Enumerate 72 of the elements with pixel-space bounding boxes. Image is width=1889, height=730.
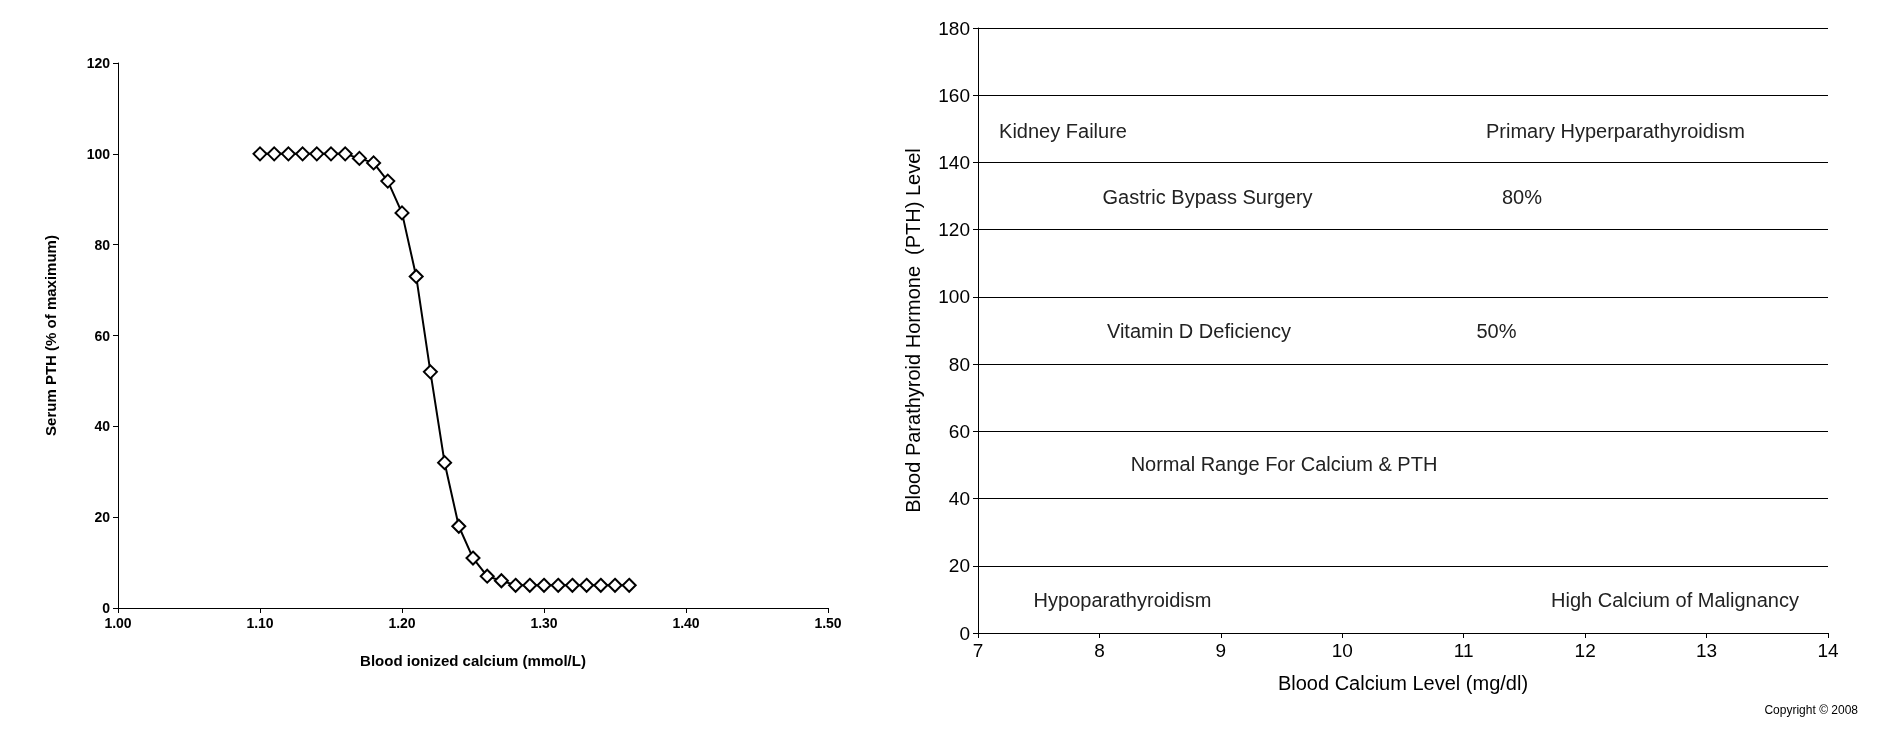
point — [280, 146, 296, 162]
point — [522, 577, 538, 593]
x-tick-label: 8 — [1094, 640, 1105, 661]
x-tick-label: 13 — [1696, 640, 1718, 661]
annotation: 50% — [1476, 319, 1517, 342]
y-tick-label: 40 — [948, 488, 970, 510]
y-tick-label: 60 — [94, 327, 111, 344]
y-axis-title: Blood Parathyroid Hormone (PTH) Level — [902, 148, 924, 513]
point — [337, 146, 353, 162]
x-tick-label: 7 — [972, 640, 984, 661]
point — [451, 518, 467, 534]
annotation: High Calcium of Malignancy — [1551, 588, 1799, 611]
x-tick-label: 14 — [1817, 640, 1839, 661]
point — [380, 173, 396, 189]
annotation: Vitamin D Deficiency — [1106, 319, 1292, 342]
point — [593, 577, 609, 593]
y-tick-label: 20 — [94, 509, 111, 526]
x-tick-label: 1.30 — [530, 615, 558, 631]
point — [437, 455, 453, 471]
y-tick-label: 40 — [94, 418, 111, 435]
y-tick-label: 180 — [938, 17, 970, 39]
point — [579, 577, 595, 593]
text: Copyright © 2008 — [1764, 703, 1859, 717]
point — [295, 146, 311, 162]
x-tick-label: 9 — [1215, 640, 1227, 661]
point — [323, 146, 339, 162]
point — [252, 146, 268, 162]
point — [508, 577, 524, 593]
point — [266, 146, 282, 162]
point — [564, 577, 580, 593]
x-axis-title: Blood Calcium Level (mg/dl) — [1277, 672, 1529, 694]
annotation: Normal Range For Calcium & PTH — [1130, 452, 1438, 475]
y-tick-label: 100 — [938, 286, 970, 308]
point — [536, 577, 552, 593]
annotation: 80% — [1501, 186, 1543, 209]
point — [422, 364, 438, 380]
y-tick-label: 120 — [86, 55, 111, 71]
point — [550, 577, 566, 593]
x-tick-label: 10 — [1331, 640, 1353, 661]
point — [366, 155, 382, 171]
y-tick-label: 140 — [938, 151, 970, 173]
y-tick-label: 0 — [102, 600, 111, 616]
annotation: Hypoparathyroidism — [1033, 588, 1212, 611]
x-tick-label: 1.20 — [388, 615, 416, 631]
y-tick-label: 20 — [948, 555, 970, 577]
point — [351, 150, 367, 166]
point — [607, 577, 623, 593]
y-tick-label: 100 — [86, 145, 111, 162]
point — [309, 146, 325, 162]
point — [394, 205, 410, 221]
x-tick-label: 1.10 — [246, 615, 274, 631]
annotation: Primary Hyperparathyroidism — [1486, 119, 1745, 142]
point — [493, 573, 509, 589]
y-tick-label: 60 — [948, 420, 970, 442]
x-tick-label: 12 — [1574, 640, 1596, 661]
annotation: Kidney Failure — [999, 119, 1127, 142]
y-tick-label: 80 — [94, 236, 111, 253]
x-tick-label: 1.40 — [672, 615, 700, 631]
point — [621, 577, 637, 593]
y-tick-label: 160 — [938, 84, 970, 106]
point — [479, 568, 495, 584]
y-tick-label: 80 — [948, 353, 970, 375]
y-tick-label: 120 — [938, 219, 970, 241]
y-tick-label: 0 — [959, 622, 970, 644]
point — [465, 550, 481, 566]
point — [408, 268, 424, 284]
x-tick-label: 1.50 — [814, 615, 842, 631]
x-axis-title: Blood ionized calcium (mmol/L) — [360, 652, 586, 669]
annotation: Gastric Bypass Surgery — [1102, 186, 1313, 209]
x-tick-label: 1.00 — [104, 615, 132, 631]
x-tick-label: 11 — [1453, 640, 1474, 661]
y-axis-title: Serum PTH (% of maximum) — [42, 235, 59, 436]
